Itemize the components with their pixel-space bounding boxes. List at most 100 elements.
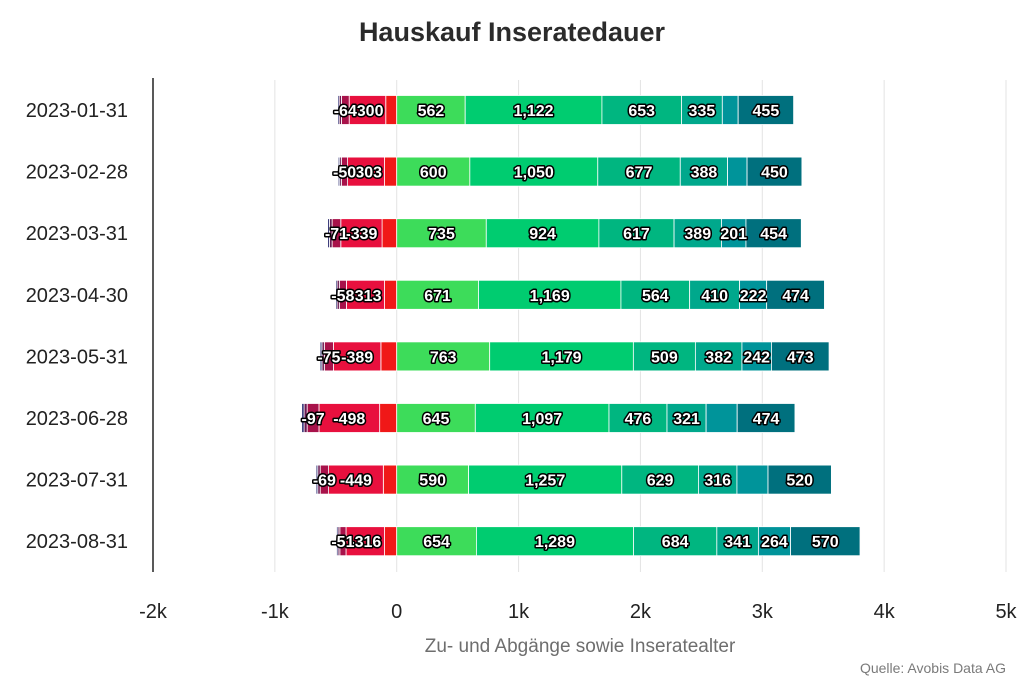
segment-value-label: 617: [623, 226, 650, 243]
bar-segment: [727, 156, 748, 187]
segment-value-label: 389: [684, 226, 711, 243]
bar-segment: [745, 218, 802, 249]
segment-value-label: 1,179: [542, 349, 582, 366]
segment-value-label: -75: [317, 349, 340, 366]
segment-value-label: 1,122: [514, 103, 554, 120]
segment-value-label: 1,257: [525, 473, 565, 490]
segment-value-label: -64: [334, 103, 357, 120]
segment-value-label: -51: [331, 534, 354, 551]
segment-value-label: 1,289: [535, 534, 575, 551]
segment-value-label: 388: [691, 165, 718, 182]
segment-value-label: 264: [761, 534, 788, 551]
bar-segment: [336, 526, 339, 557]
axis-layer: -2k -1k 0 1k 2k 3k 4k 5k 2023-01-31 2023-02-28 202…: [26, 78, 1018, 623]
segment-value-label: 316: [704, 473, 731, 490]
segment-value-label: 242: [743, 349, 770, 366]
bar-segment: [767, 464, 832, 495]
bar-segment: [746, 156, 803, 187]
bar-segment: [345, 279, 385, 310]
segment-value-label: 562: [418, 103, 445, 120]
segment-value-label: -300: [351, 103, 383, 120]
segment-value-label: 335: [689, 103, 716, 120]
bar-segment: [679, 156, 728, 187]
segment-value-label: -389: [341, 349, 373, 366]
segment-value-label: 454: [760, 226, 787, 243]
segment-value-label: 629: [647, 473, 674, 490]
segment-value-label: 455: [753, 103, 780, 120]
segment-value-label: 600: [420, 165, 447, 182]
category-label: 2023-02-28: [26, 162, 128, 184]
bar-segment: [757, 526, 791, 557]
segment-value-label: 1,169: [530, 288, 570, 305]
segment-value-label: 321: [673, 411, 700, 428]
bar-segment: [327, 218, 330, 249]
segment-value-label: 474: [753, 411, 780, 428]
x-tick-label: 1k: [508, 601, 530, 623]
bar-segment: [737, 95, 795, 125]
bar-segment: [790, 526, 861, 557]
category-label: 2023-06-28: [26, 408, 128, 430]
bar-segment: [485, 218, 600, 249]
x-tick-label: -2k: [139, 601, 168, 623]
bar-segment: [337, 156, 341, 187]
segment-value-label: 222: [740, 288, 767, 305]
segment-value-label: 410: [701, 288, 728, 305]
grid-layer: [274, 80, 1007, 572]
bar-segment: [736, 403, 796, 433]
x-axis-title: Zu- und Abgänge sowie Inseratealter: [425, 636, 736, 657]
bar-segment: [315, 464, 319, 495]
segment-value-label: 924: [529, 226, 556, 243]
bar-segment: [474, 403, 610, 433]
segment-value-label: 654: [423, 534, 450, 551]
category-label: 2023-03-31: [26, 223, 128, 245]
segment-value-label: -339: [345, 226, 377, 243]
segment-value-label: 341: [724, 534, 751, 551]
bar-segment: [301, 403, 305, 433]
bar-segment: [381, 218, 398, 249]
x-tick-label: 4k: [874, 601, 896, 623]
segment-value-label: 474: [782, 288, 809, 305]
bar-segment: [396, 156, 471, 187]
category-label: 2023-01-31: [26, 100, 128, 122]
segment-value-label: 653: [628, 103, 655, 120]
bar-segment: [335, 279, 338, 310]
bar-segment: [333, 341, 382, 372]
category-label: 2023-05-31: [26, 346, 128, 368]
segment-value-label: 1,097: [522, 411, 562, 428]
segment-value-label: 735: [428, 226, 455, 243]
bar-segment: [469, 156, 599, 187]
bar-segment: [608, 403, 668, 433]
bar-segment: [347, 156, 385, 187]
segment-value-label: 570: [812, 534, 839, 551]
segment-value-label: 763: [430, 349, 457, 366]
segment-value-label: 677: [626, 165, 653, 182]
segment-value-label: -449: [340, 473, 372, 490]
bar-segment: [348, 95, 387, 125]
segment-value-label: -97: [301, 411, 324, 428]
bar-segment: [666, 403, 707, 433]
bar-segment: [741, 341, 772, 372]
bar-segment: [396, 403, 476, 433]
bar-segment: [379, 403, 398, 433]
x-tick-label: -1k: [261, 601, 290, 623]
bars-layer: [301, 95, 861, 557]
bar-segment: [345, 526, 385, 557]
bar-segment: [721, 95, 739, 125]
source-note: Quelle: Avobis Data AG: [860, 660, 1006, 676]
segment-value-label: -71: [325, 226, 348, 243]
bar-segment: [380, 341, 398, 372]
x-tick-label: 3k: [752, 601, 774, 623]
bar-segment: [716, 526, 759, 557]
bar-segment: [464, 95, 603, 125]
bar-segment: [382, 464, 398, 495]
segment-value-label: 590: [419, 473, 446, 490]
segment-value-label: -69: [313, 473, 336, 490]
bar-segment: [478, 279, 622, 310]
bar-segment: [698, 464, 738, 495]
segment-value-label: 509: [651, 349, 678, 366]
bar-segment: [771, 341, 830, 372]
segment-value-label: 450: [761, 165, 788, 182]
category-label: 2023-08-31: [26, 531, 128, 553]
segment-value-label: 201: [720, 226, 747, 243]
